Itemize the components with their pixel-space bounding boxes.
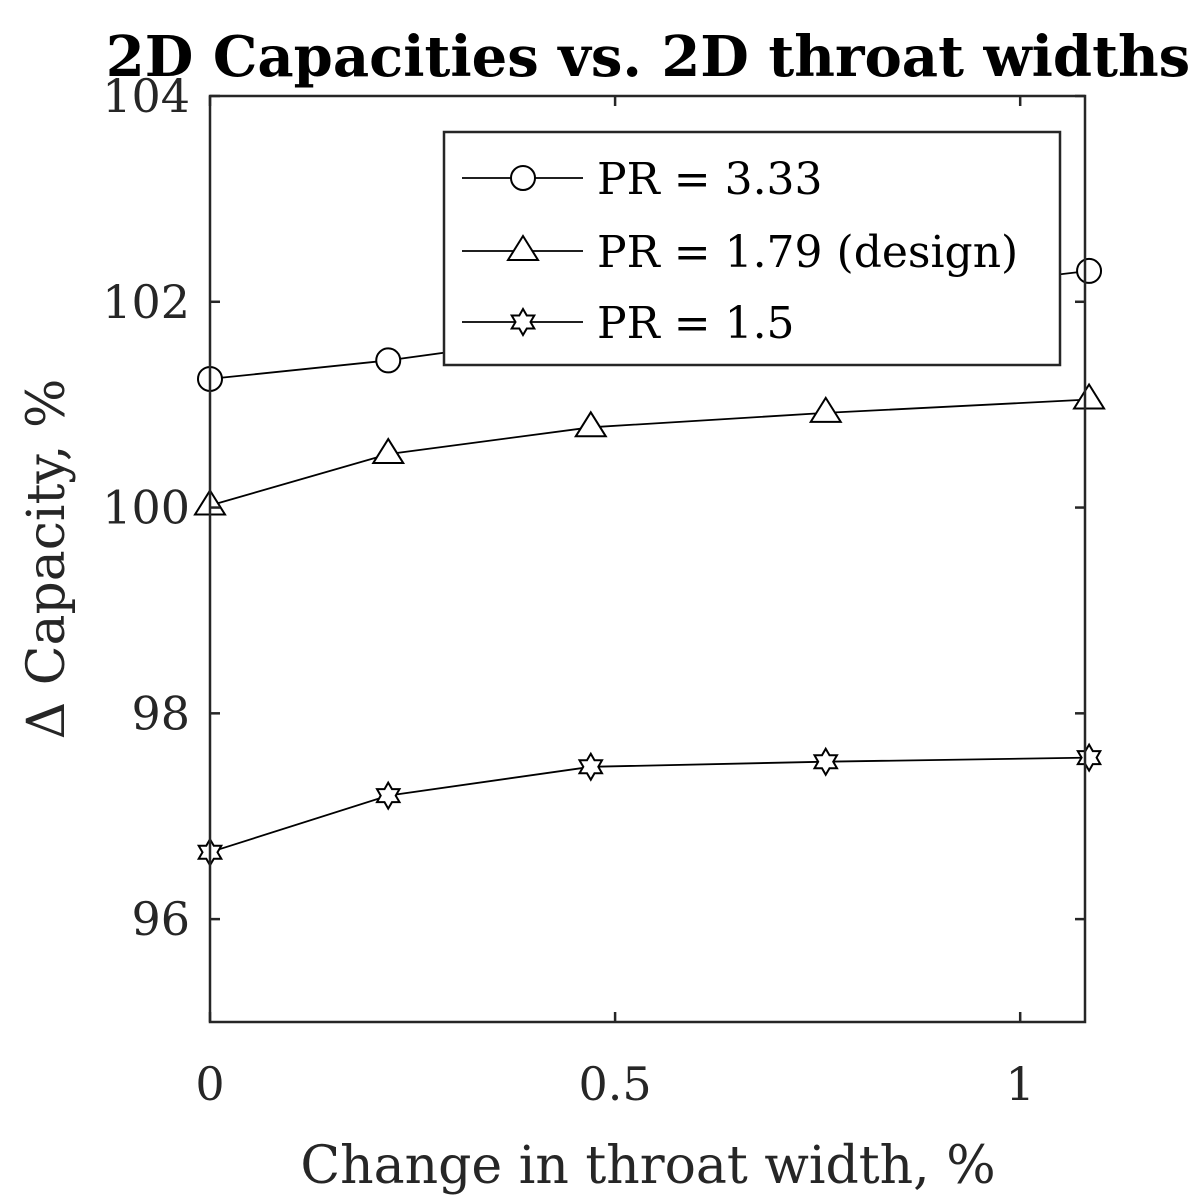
x-tick-label: 0 [195, 1057, 224, 1111]
data-point [375, 347, 402, 374]
data-point [375, 780, 402, 811]
y-tick-label: 102 [102, 275, 190, 329]
data-point [808, 396, 843, 423]
legend-entry: PR = 1.79 (design) [462, 227, 1018, 278]
series-triangle [193, 382, 1106, 516]
data-point [812, 746, 839, 777]
legend-label: PR = 3.33 [597, 154, 823, 205]
series-hexagram [196, 742, 1103, 868]
y-tick-label: 100 [102, 481, 190, 535]
axes-box [208, 94, 1087, 1024]
y-tick-label: 104 [102, 69, 190, 123]
legend-marker [509, 306, 537, 338]
data-point [1072, 382, 1106, 410]
data-point [1076, 257, 1103, 284]
legend-box [442, 130, 1062, 367]
series-line [209, 756, 1090, 854]
y-tick-label: 96 [131, 892, 190, 946]
data-point [371, 437, 406, 465]
legend-entry: PR = 3.33 [462, 154, 823, 205]
data-point [573, 410, 608, 438]
legend-marker [510, 165, 536, 191]
legend-marker [506, 234, 540, 261]
chart-title: 2D Capacities vs. 2D throat widths [106, 24, 1190, 90]
legend: PR = 3.33 PR = 1.79 (design) PR = 1.5 [442, 130, 1062, 367]
x-axis-label: Change in throat width, % [300, 1136, 995, 1196]
y-tick-label: 98 [131, 686, 190, 740]
legend-entries: PR = 3.33 PR = 1.79 (design) PR = 1.5 [462, 154, 1018, 349]
ticks-layer: 96 98 100 102 104 0 0.5 1 [102, 69, 1085, 1111]
legend-label: PR = 1.5 [597, 298, 795, 349]
y-axis-label: Δ Capacity, % [17, 379, 77, 740]
data-point [1076, 742, 1103, 773]
data-point [577, 751, 604, 782]
legend-label: PR = 1.79 (design) [597, 227, 1018, 278]
x-tick-label: 0.5 [579, 1057, 652, 1111]
x-tick-label: 1 [1006, 1057, 1035, 1111]
legend-entry: PR = 1.5 [462, 298, 795, 349]
series-line [209, 398, 1090, 507]
